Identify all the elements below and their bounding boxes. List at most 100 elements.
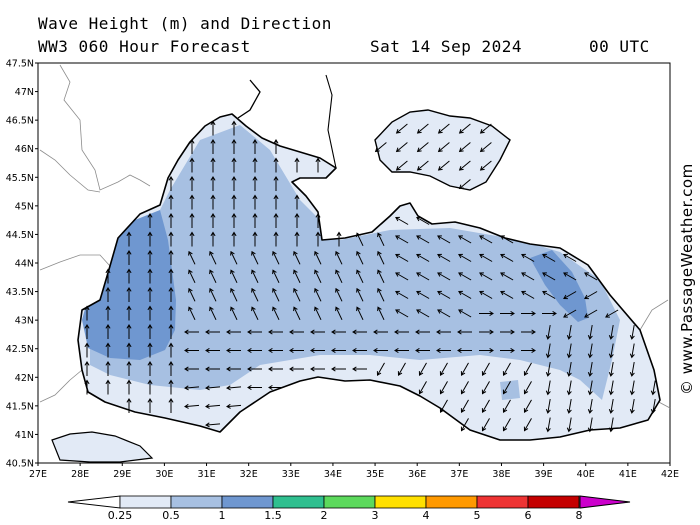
lat-tick-label: 41.5N [6, 401, 34, 412]
wave-direction-arrow [168, 305, 174, 321]
wave-direction-arrow [356, 306, 364, 321]
legend-tick-label: 2 [321, 509, 328, 522]
wave-direction-arrow [231, 157, 237, 173]
latitude-axis: 47.5N 47N 46.5N 46N 45.5N 45N 44.5N 44N 43.5N 43N… [6, 59, 38, 470]
wave-direction-arrow [247, 347, 262, 354]
wave-direction-arrow [272, 269, 280, 284]
wave-direction-arrow [188, 269, 196, 284]
wave-direction-arrow [314, 269, 322, 284]
country-borders [39, 64, 671, 409]
lon-tick-label: 37E [450, 469, 468, 480]
lon-tick-label: 40E [577, 469, 595, 480]
wave-direction-arrow [168, 176, 174, 191]
wave-direction-arrow [373, 329, 388, 335]
wave-direction-arrow [184, 347, 199, 354]
wave-direction-arrow [605, 309, 619, 318]
wave-direction-arrow [168, 379, 174, 395]
wave-direction-arrow [437, 272, 451, 281]
wave-direction-arrow [210, 213, 216, 228]
wave-direction-arrow [126, 361, 132, 376]
wave-direction-arrow [566, 380, 572, 396]
wave-direction-arrow [437, 123, 450, 134]
wave-direction-arrow [294, 231, 300, 247]
wave-direction-arrow [226, 347, 241, 354]
wave-direction-arrow [268, 347, 283, 354]
wave-direction-arrow [500, 329, 515, 335]
wave-direction-arrow [252, 231, 258, 247]
wave-direction-arrow [523, 418, 532, 432]
wave-direction-arrow [500, 310, 515, 317]
wave-direction-arrow [251, 269, 259, 284]
wave-direction-arrow [500, 235, 514, 244]
wave-direction-arrow [188, 250, 196, 265]
lat-tick-label: 42N [15, 373, 34, 384]
wave-direction-arrow [502, 362, 511, 376]
wave-direction-arrow [251, 287, 259, 302]
wave-direction-arrow [436, 329, 451, 335]
wave-direction-arrow [205, 385, 221, 391]
wave-direction-arrow [437, 235, 451, 244]
wave-direction-arrow [523, 399, 532, 413]
wave-direction-arrow [416, 253, 430, 262]
wave-direction-arrow [566, 325, 572, 340]
wave-direction-arrow [314, 306, 322, 321]
wave-direction-arrow [587, 399, 593, 414]
wave-direction-arrow [147, 231, 153, 247]
wave-direction-arrow [105, 379, 111, 395]
wave-direction-arrow [460, 418, 469, 432]
wave-direction-arrow [458, 123, 471, 134]
lon-tick-label: 32E [240, 469, 258, 480]
wave-direction-arrow [439, 399, 448, 413]
wave-direction-arrow [289, 329, 304, 335]
wave-direction-arrow [377, 269, 385, 284]
wave-direction-arrow [268, 384, 283, 391]
wave-direction-arrow [126, 342, 132, 358]
wave-direction-arrow [377, 250, 385, 265]
wave-direction-arrow [587, 380, 593, 396]
wave-direction-arrow [205, 422, 221, 428]
wave-direction-arrow [126, 287, 132, 302]
wave-direction-arrow [252, 194, 258, 210]
wave-direction-arrow [273, 213, 279, 228]
wave-direction-arrow [479, 347, 494, 354]
wave-direction-arrow [331, 329, 346, 335]
wave-direction-arrow [251, 250, 259, 265]
wave-direction-arrow [126, 268, 132, 284]
wave-direction-arrow [545, 417, 551, 433]
wave-direction-arrow [315, 157, 321, 173]
lat-tick-label: 47.5N [6, 59, 34, 70]
wave-direction-arrow [500, 253, 514, 262]
wave-direction-arrow [247, 384, 262, 391]
wave-direction-arrow [542, 272, 556, 281]
wave-direction-arrow [310, 347, 325, 354]
wave-direction-arrow [184, 403, 200, 409]
wave-direction-arrow [105, 324, 111, 339]
wave-direction-arrow [521, 272, 535, 281]
wave-direction-arrow [629, 325, 635, 340]
lat-tick-label: 43N [15, 316, 34, 327]
lat-tick-label: 43.5N [6, 287, 34, 298]
legend-tick-label: 8 [576, 509, 583, 522]
wave-direction-arrow [168, 324, 174, 339]
wave-direction-arrow [231, 120, 237, 136]
wave-direction-arrow [458, 179, 471, 190]
wave-direction-arrow [252, 213, 258, 228]
wave-direction-arrow [457, 329, 472, 335]
lon-tick-label: 29E [113, 469, 131, 480]
wave-direction-arrow [293, 306, 301, 321]
lon-tick-label: 38E [492, 469, 510, 480]
legend-colour-cell [221, 495, 274, 509]
legend-tick-label: 5 [474, 509, 481, 522]
wave-direction-arrow [331, 347, 346, 354]
wave-direction-arrow [315, 231, 321, 247]
legend-colour-cell [374, 495, 427, 509]
wave-direction-arrow [293, 269, 301, 284]
legend-colour-cell [527, 495, 580, 509]
wave-direction-arrow [460, 399, 469, 413]
wave-direction-arrow [587, 362, 593, 377]
wave-direction-arrow [587, 343, 593, 359]
lon-tick-label: 33E [282, 469, 300, 480]
wave-direction-arrow [439, 362, 448, 376]
wave-direction-arrow [126, 398, 132, 413]
legend-tick-label: 6 [525, 509, 532, 522]
